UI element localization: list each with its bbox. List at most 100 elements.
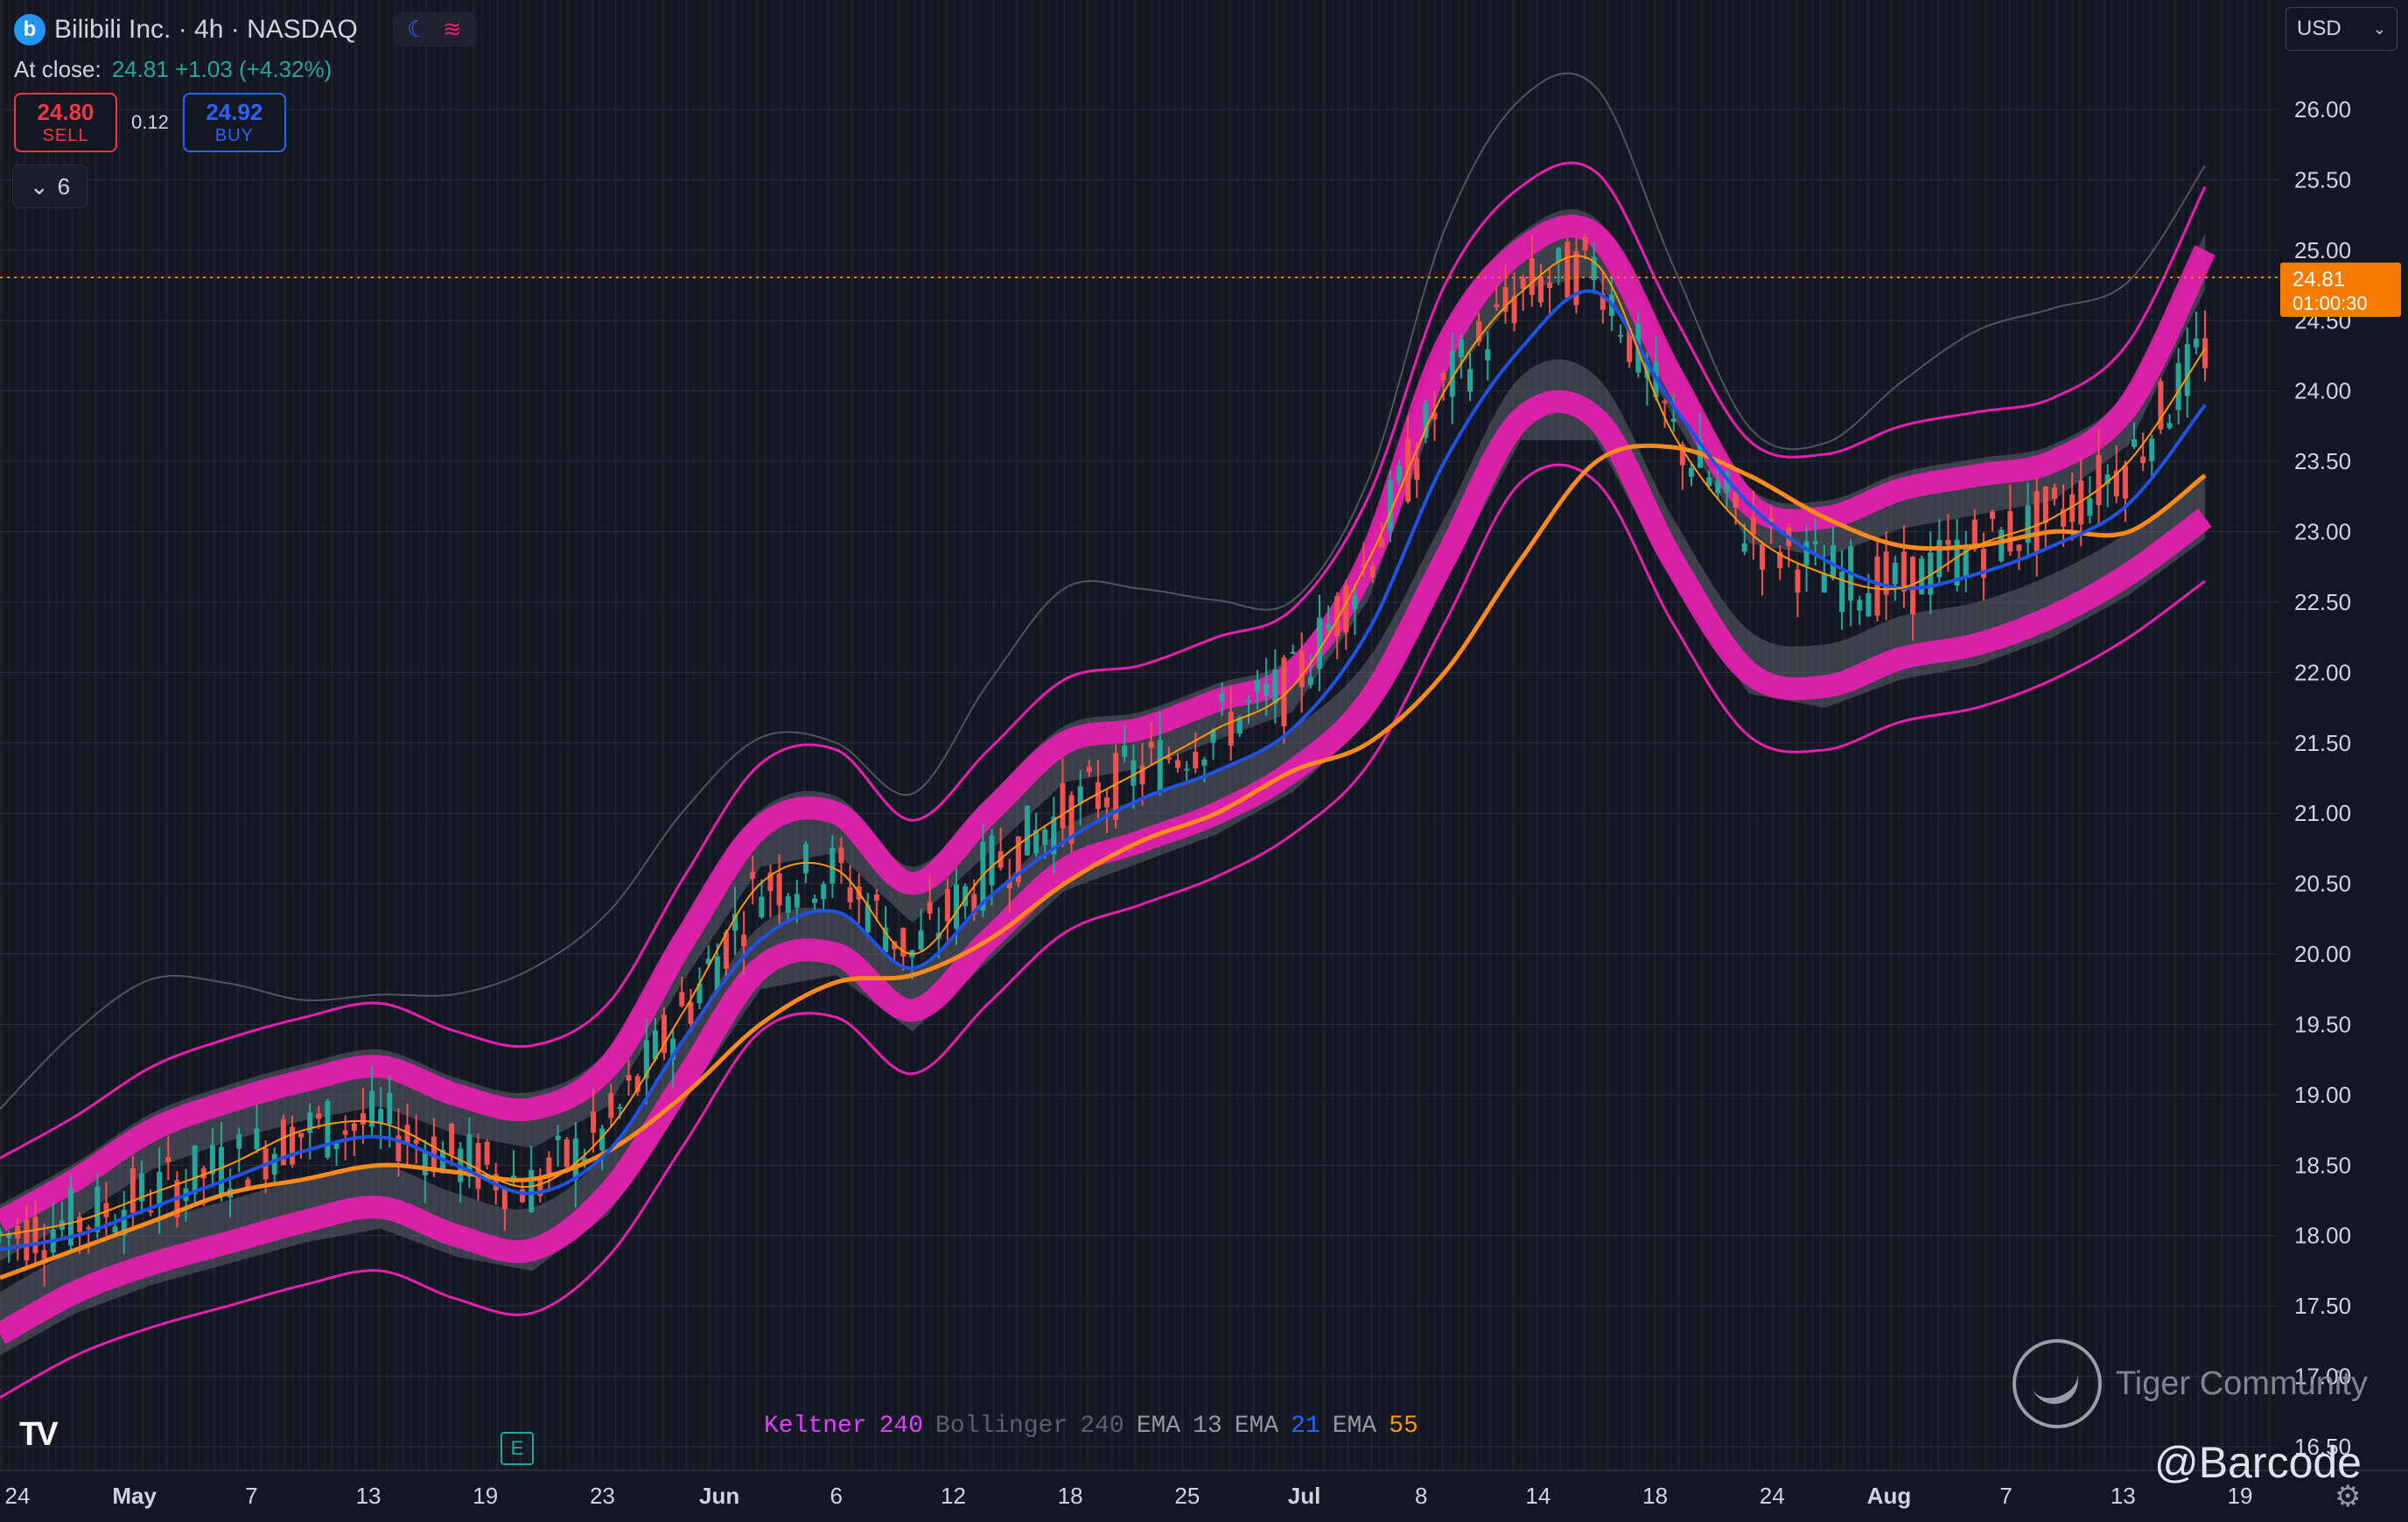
earnings-marker[interactable]: E bbox=[500, 1432, 534, 1465]
candle-body bbox=[1467, 368, 1473, 392]
settings-gear-icon[interactable]: ⚙ bbox=[2334, 1480, 2362, 1513]
volume-stripe bbox=[1441, 0, 1444, 1470]
candle-body bbox=[413, 1139, 419, 1144]
candle-body bbox=[1857, 600, 1863, 611]
time-tick-label: 14 bbox=[1525, 1483, 1550, 1509]
candle-body bbox=[1281, 657, 1287, 726]
symbol-title[interactable]: Bilibili Inc. · 4h · NASDAQ bbox=[54, 14, 358, 44]
candle-body bbox=[1219, 693, 1225, 702]
candle-body bbox=[1954, 539, 1960, 586]
volume-stripe bbox=[1016, 0, 1018, 1470]
volume-stripe bbox=[488, 0, 491, 1470]
candle-body bbox=[1369, 565, 1376, 578]
candle-body bbox=[1361, 564, 1367, 567]
volume-stripe bbox=[205, 0, 207, 1470]
volume-stripe bbox=[1874, 0, 1877, 1470]
volume-stripe bbox=[685, 0, 688, 1470]
volume-stripe bbox=[173, 0, 176, 1470]
volume-stripe bbox=[1772, 0, 1774, 1470]
candle-body bbox=[1502, 287, 1508, 312]
candle-body bbox=[475, 1143, 481, 1189]
volume-stripe bbox=[55, 0, 58, 1470]
author-handle: @Barcode bbox=[2154, 1438, 2362, 1487]
volume-stripe bbox=[709, 0, 711, 1470]
volume-stripe bbox=[1882, 0, 1885, 1470]
volume-stripe bbox=[646, 0, 648, 1470]
candle-body bbox=[1919, 558, 1925, 595]
time-tick-label: 8 bbox=[1415, 1483, 1427, 1509]
volume-stripe bbox=[1756, 0, 1759, 1470]
volume-stripe bbox=[220, 0, 223, 1470]
bilibili-logo-icon: b bbox=[14, 13, 46, 46]
candle-body bbox=[1476, 320, 1482, 342]
candle-body bbox=[1423, 403, 1429, 438]
currency-select[interactable]: USD ⌄ bbox=[2286, 7, 2398, 51]
time-tick-label: 12 bbox=[941, 1483, 966, 1509]
candle-body bbox=[617, 1106, 623, 1109]
legend-name[interactable]: EMA bbox=[1234, 1413, 1279, 1440]
candle-body bbox=[794, 894, 800, 908]
time-axis[interactable]: 24 May 7 13 19 23 Jun 6 12 18 25 Jul 8 14 18 24 Aug 7 13 19 bbox=[0, 1469, 2408, 1509]
volume-stripe bbox=[2071, 0, 2074, 1470]
price-tick-label: 25.00 bbox=[2294, 237, 2351, 263]
wave-icon[interactable]: ≋ bbox=[442, 16, 462, 42]
status-indicators[interactable]: ☾ ≋ bbox=[392, 12, 477, 46]
indicator-count: 6 bbox=[57, 172, 71, 200]
volume-stripe bbox=[1252, 0, 1255, 1470]
candle-body bbox=[1272, 670, 1278, 704]
volume-stripe bbox=[2087, 0, 2090, 1470]
buy-button[interactable]: 24.92 BUY bbox=[182, 93, 286, 152]
volume-stripe bbox=[2205, 0, 2208, 1470]
candle-body bbox=[892, 941, 898, 950]
candle-body bbox=[1060, 782, 1066, 829]
legend-name[interactable]: Bollinger bbox=[935, 1413, 1068, 1440]
volume-stripe bbox=[961, 0, 963, 1470]
price-tick-label: 17.00 bbox=[2294, 1364, 2351, 1390]
candle-body bbox=[714, 956, 720, 991]
volume-stripe bbox=[1803, 0, 1806, 1470]
candle-body bbox=[1830, 545, 1836, 579]
keltner-outer-upper bbox=[0, 161, 2207, 1160]
candle-body bbox=[24, 1219, 30, 1261]
volume-stripe bbox=[1591, 0, 1593, 1470]
volume-stripe bbox=[945, 0, 948, 1470]
buy-price: 24.92 bbox=[206, 99, 263, 125]
candle-body bbox=[2104, 474, 2110, 484]
candle-body bbox=[351, 1123, 357, 1132]
volume-stripe bbox=[433, 0, 436, 1470]
volume-stripe bbox=[1827, 0, 1830, 1470]
volume-stripe bbox=[1433, 0, 1436, 1470]
volume-stripe bbox=[276, 0, 278, 1470]
volume-stripe bbox=[1693, 0, 1696, 1470]
buy-label: BUY bbox=[214, 126, 254, 145]
volume-stripe bbox=[291, 0, 294, 1470]
candle-body bbox=[121, 1210, 127, 1236]
candle-body bbox=[484, 1141, 490, 1165]
volume-stripe bbox=[1551, 0, 1554, 1470]
candle-body bbox=[1051, 817, 1057, 855]
volume-stripe bbox=[228, 0, 231, 1470]
candle-body bbox=[634, 1076, 640, 1092]
legend-name[interactable]: Keltner bbox=[764, 1413, 867, 1440]
volume-stripe bbox=[2040, 0, 2042, 1470]
currency-value: USD bbox=[2297, 17, 2342, 40]
moon-icon[interactable]: ☾ bbox=[407, 16, 428, 42]
volume-stripe bbox=[39, 0, 42, 1470]
volume-stripe bbox=[2197, 0, 2200, 1470]
sell-button[interactable]: 24.80 SELL bbox=[14, 93, 117, 152]
legend-name[interactable]: EMA bbox=[1136, 1413, 1181, 1440]
volume-stripe bbox=[2126, 0, 2129, 1470]
keltner-outer-lower bbox=[0, 463, 2206, 1399]
candle-body bbox=[1033, 829, 1040, 854]
volume-stripe bbox=[1276, 0, 1278, 1470]
volume-stripe bbox=[1575, 0, 1578, 1470]
volume-stripe bbox=[976, 0, 979, 1470]
candle-body bbox=[2132, 438, 2138, 447]
legend-name[interactable]: EMA bbox=[1332, 1413, 1377, 1440]
candle-body bbox=[41, 1250, 47, 1259]
indicators-toggle-button[interactable]: ⌄ 6 bbox=[12, 165, 88, 208]
candle-body bbox=[1396, 466, 1403, 481]
volume-stripe bbox=[252, 0, 255, 1470]
tradingview-logo-icon[interactable]: TV bbox=[19, 1416, 59, 1453]
